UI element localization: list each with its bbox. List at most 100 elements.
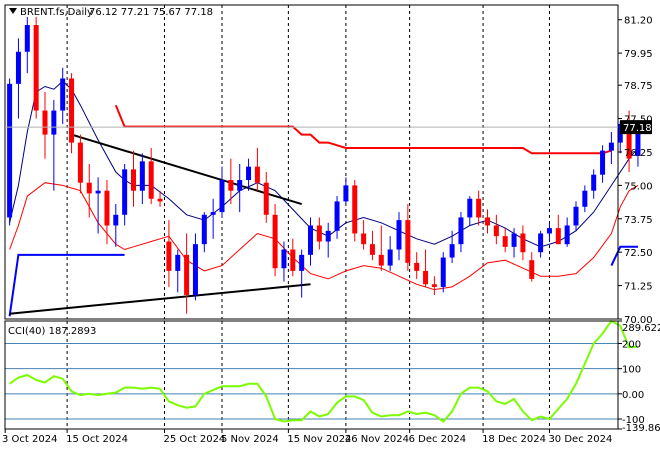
bear-candle-body bbox=[290, 249, 296, 271]
date-tick-label: 6 Dec 2024 bbox=[409, 434, 467, 445]
bear-candle-body bbox=[316, 225, 322, 242]
bull-candle-body bbox=[546, 228, 552, 234]
price-tick-label: 72.50 bbox=[624, 248, 653, 259]
bull-candle-body bbox=[299, 254, 305, 271]
trendlines bbox=[9, 133, 311, 315]
price-tick-label: 78.75 bbox=[624, 81, 653, 92]
bear-candle-body bbox=[352, 185, 358, 234]
bull-candle-body bbox=[281, 249, 287, 269]
bear-candle-body bbox=[131, 169, 136, 191]
bull-candle-body bbox=[564, 225, 570, 245]
cci-line bbox=[9, 319, 639, 423]
bull-candle-body bbox=[458, 217, 464, 245]
bear-candle-body bbox=[423, 270, 429, 285]
candlesticks bbox=[7, 17, 641, 314]
support-resistance-levels bbox=[8, 104, 638, 317]
symbol-header: BRENT.fs,Daily 76.12 77.21 75.67 77.18 bbox=[9, 7, 213, 18]
bull-candle-body bbox=[237, 180, 243, 191]
bear-candle-body bbox=[77, 142, 83, 183]
date-tick-label: 30 Dec 2024 bbox=[548, 434, 612, 445]
bear-candle-body bbox=[69, 78, 75, 143]
bear-candle-body bbox=[529, 260, 535, 279]
bull-candle-body bbox=[325, 230, 331, 242]
bull-candle-body bbox=[308, 225, 313, 255]
price-panel-frame bbox=[4, 4, 619, 320]
bear-candle-body bbox=[104, 190, 110, 226]
last-price-tag bbox=[620, 120, 652, 135]
bull-candle-body bbox=[600, 150, 606, 175]
cci-tick-label: 289.6229 bbox=[622, 323, 660, 334]
bear-candle-body bbox=[431, 284, 437, 287]
symbol-label: BRENT.fs,Daily bbox=[20, 7, 93, 18]
trendline bbox=[71, 133, 302, 206]
price-tick-label: 75.00 bbox=[624, 181, 653, 192]
cci-tick-label: 200 bbox=[622, 340, 641, 351]
date-tick-label: 3 Oct 2024 bbox=[2, 434, 57, 445]
price-tick-label: 79.95 bbox=[624, 49, 653, 60]
dropdown-triangle-icon bbox=[9, 8, 17, 14]
date-tick-label: 25 Oct 2024 bbox=[163, 434, 225, 445]
bear-candle-body bbox=[555, 228, 561, 245]
bear-candle-body bbox=[414, 262, 420, 271]
bear-candle-body bbox=[369, 244, 375, 255]
bull-candle-body bbox=[538, 233, 544, 253]
bear-candle-body bbox=[33, 25, 39, 111]
bull-candle-body bbox=[51, 110, 57, 135]
bear-candle-body bbox=[263, 182, 269, 215]
bear-candle-body bbox=[361, 233, 367, 245]
bear-candle-body bbox=[378, 254, 384, 266]
date-tick-label: 18 Dec 2024 bbox=[482, 434, 546, 445]
bear-candle-body bbox=[485, 217, 490, 226]
bear-candle-body bbox=[493, 225, 499, 237]
bull-candle-body bbox=[573, 206, 579, 226]
bear-candle-body bbox=[166, 241, 172, 271]
bull-candle-body bbox=[24, 25, 30, 52]
bull-candle-body bbox=[201, 214, 207, 245]
price-axis: 81.20 79.95 78.75 77.50 76.25 75.00 73.75 72.50… bbox=[5, 16, 653, 326]
resistance-level-line bbox=[114, 104, 612, 155]
cci-axis: 289.6229 200 100 0.00 -100-139.8625 bbox=[618, 320, 660, 434]
bull-candle-body bbox=[608, 142, 614, 151]
bull-candle-body bbox=[467, 198, 473, 218]
cci-tick-label: 0.00 bbox=[622, 390, 644, 401]
bull-candle-body bbox=[334, 201, 340, 231]
support-level-line bbox=[8, 253, 125, 317]
bull-candle-body bbox=[449, 244, 455, 258]
price-tick-label: 73.75 bbox=[624, 215, 653, 226]
trendline bbox=[9, 283, 311, 315]
bull-candle-body bbox=[591, 174, 597, 191]
bull-candle-body bbox=[60, 78, 66, 111]
bull-candle-body bbox=[396, 220, 402, 250]
date-tick-label: 5 Nov 2024 bbox=[221, 434, 279, 445]
bear-candle-body bbox=[476, 198, 482, 218]
bear-candle-body bbox=[520, 233, 526, 253]
bull-candle-body bbox=[15, 51, 21, 84]
bull-candle-body bbox=[387, 249, 393, 266]
bull-candle-body bbox=[113, 214, 119, 226]
bear-candle-body bbox=[228, 180, 234, 191]
cci-series-line bbox=[9, 319, 639, 423]
bull-candle-body bbox=[635, 126, 641, 156]
bull-candle-body bbox=[440, 257, 446, 287]
bear-candle-body bbox=[626, 123, 632, 159]
ohlc-label: 76.12 77.21 75.67 77.18 bbox=[89, 7, 213, 18]
bull-candle-body bbox=[175, 254, 181, 271]
bear-candle-body bbox=[405, 220, 411, 263]
bear-candle-body bbox=[502, 236, 508, 247]
support-level-line bbox=[610, 245, 638, 267]
cci-tick-label: 100 bbox=[622, 365, 641, 376]
bull-candle-body bbox=[192, 244, 198, 295]
bull-candle-body bbox=[122, 169, 128, 215]
date-tick-label: 26 Nov 2024 bbox=[345, 434, 409, 445]
cci-panel-frame bbox=[4, 320, 619, 430]
bull-candle-body bbox=[95, 190, 101, 194]
bear-candle-body bbox=[157, 198, 163, 202]
price-tick-label: 71.25 bbox=[624, 282, 653, 293]
bull-candle-body bbox=[343, 185, 349, 202]
bull-candle-body bbox=[582, 190, 588, 207]
price-tick-label: 76.25 bbox=[624, 148, 653, 159]
